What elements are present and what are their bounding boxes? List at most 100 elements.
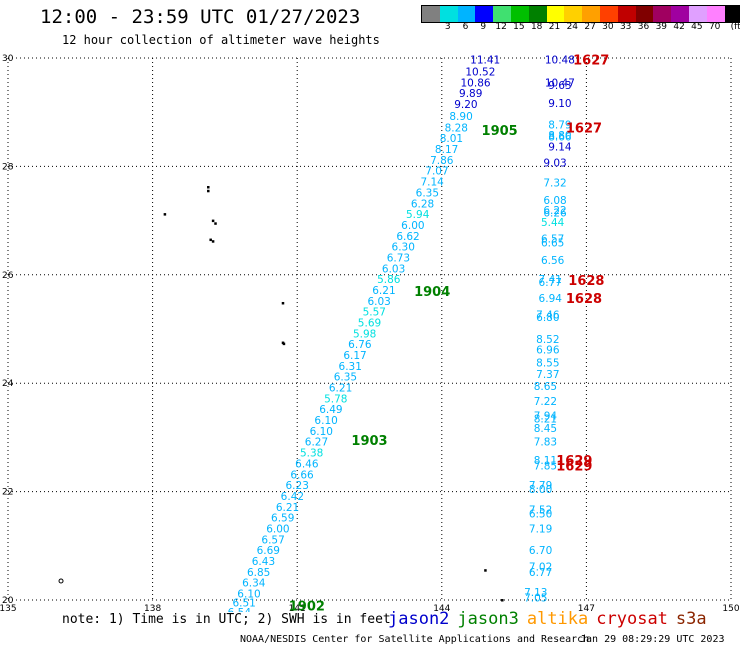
wave-height-value: 10.47 <box>545 77 575 89</box>
land-mark <box>163 213 167 216</box>
wave-height-value: 8.28 <box>445 122 468 134</box>
land-mark <box>282 342 286 346</box>
wave-height-value: 6.69 <box>257 545 280 557</box>
color-swatch <box>599 6 618 22</box>
wave-height-value: 6.43 <box>252 556 275 568</box>
color-swatch <box>439 6 458 22</box>
wave-height-value: 6.21 <box>329 383 352 395</box>
wave-height-value: 9.89 <box>459 88 482 100</box>
satellite-legend: jason2 jason3 altika cryosat s3a <box>388 609 715 629</box>
pass-time-label: 1905 <box>482 124 518 139</box>
wave-height-value: 6.31 <box>339 361 362 373</box>
wave-height-value: 9.03 <box>543 158 566 170</box>
wave-height-value: 10.86 <box>461 77 491 89</box>
pass-time-label: 1904 <box>414 285 450 300</box>
color-scale-tick: 24 <box>566 22 579 32</box>
credit-line: NOAA/NESDIS Center for Satellite Applica… <box>240 634 590 645</box>
land-mark <box>211 219 215 223</box>
color-swatch <box>706 6 725 22</box>
color-scale-tick: 42 <box>673 22 685 32</box>
x-tick-label: 147 <box>578 604 595 612</box>
color-swatch <box>493 6 511 22</box>
color-scale-tick: 3 <box>444 22 451 32</box>
y-tick-label: 28 <box>2 162 14 172</box>
land-mark <box>281 301 285 305</box>
wave-height-value: 6.54 <box>228 607 252 612</box>
land-mark <box>207 189 210 193</box>
wave-height-value: 6.10 <box>314 415 337 427</box>
wave-height-value: 8.66 <box>548 132 572 144</box>
wave-height-value: 6.49 <box>319 404 342 416</box>
land-mark <box>501 599 504 602</box>
wave-height-value: 7.13 <box>524 587 547 599</box>
x-tick-label: 135 <box>0 604 17 612</box>
legend-item: cryosat <box>596 609 668 629</box>
island-mark <box>58 578 64 584</box>
wave-height-value: 6.22 <box>543 205 566 217</box>
color-swatch <box>635 6 654 22</box>
wave-height-value: 7.85 <box>534 461 557 473</box>
legend-item: s3a <box>675 609 707 629</box>
land-mark <box>211 240 215 243</box>
pass-time-label: 1627 <box>573 54 609 69</box>
x-tick-label: 141 <box>289 604 306 612</box>
wave-height-value: 10.48 <box>545 55 575 67</box>
wave-height-value: 6.34 <box>242 578 266 590</box>
wave-height-value: 6.35 <box>334 372 357 384</box>
wave-height-map: 135 138 141 144 147 150 20 22 24 26 28 30 11.4110.52… <box>0 54 740 612</box>
wave-height-value: 6.03 <box>367 296 390 308</box>
wave-height-value: 8.52 <box>536 334 559 346</box>
wave-height-value: 6.50 <box>529 508 552 520</box>
pass-time-label: 1628 <box>568 274 604 289</box>
color-swatch <box>546 6 565 22</box>
wave-height-value: 9.10 <box>548 98 571 110</box>
wave-height-value: 8.65 <box>534 381 557 393</box>
pass-time-label: 1628 <box>566 292 602 307</box>
wave-height-value: 9.20 <box>454 99 477 111</box>
wave-height-value: 5.78 <box>324 393 347 405</box>
wave-height-value: 6.10 <box>310 426 333 438</box>
wave-height-value: 6.30 <box>392 242 415 254</box>
wave-height-value: 6.96 <box>536 345 560 357</box>
wave-height-value: 6.00 <box>266 523 289 535</box>
wave-height-value: 5.44 <box>541 217 565 229</box>
wave-height-value: 6.62 <box>396 231 419 243</box>
wave-height-value: 7.32 <box>543 178 566 190</box>
wave-height-value: 6.51 <box>232 598 255 610</box>
color-scale-bar <box>421 5 740 23</box>
wave-height-value: 7.46 <box>536 309 560 321</box>
wave-height-value: 6.21 <box>276 502 299 514</box>
legend-item: jason2 <box>388 609 450 629</box>
wave-height-value: 6.76 <box>348 339 372 351</box>
wave-height-value: 8.90 <box>449 111 472 123</box>
generated-timestamp: Jan 29 08:29:29 UTC 2023 <box>580 634 725 645</box>
wave-height-value: 6.21 <box>372 285 395 297</box>
wave-height-value: 6.57 <box>541 233 564 245</box>
wave-height-value: 8.01 <box>440 133 463 145</box>
color-scale-tick: 33 <box>619 22 632 32</box>
y-tick-label: 30 <box>2 54 14 64</box>
wave-height-value: 10.52 <box>465 67 495 79</box>
color-scale-tick: 6 <box>462 22 469 32</box>
wave-height-value: 6.46 <box>295 458 319 470</box>
pass-time-label: 1629 <box>556 454 592 469</box>
color-scale-tick: 70 <box>708 22 721 32</box>
wave-height-value: 6.28 <box>411 198 434 210</box>
wave-height-value: 6.08 <box>543 195 566 207</box>
y-tick-label: 20 <box>2 596 14 606</box>
pass-time-label: 1629 <box>556 460 592 475</box>
color-scale-tick: 30 <box>602 22 614 32</box>
color-scale-tick: 45 <box>691 22 703 32</box>
wave-height-value: 6.94 <box>539 293 563 305</box>
wave-height-value: 6.42 <box>281 491 304 503</box>
color-swatch <box>724 6 740 22</box>
wave-height-value: 7.19 <box>529 523 552 535</box>
color-swatch <box>617 6 636 22</box>
wave-height-value: 8.55 <box>536 358 559 370</box>
wave-height-value: 6.70 <box>529 545 552 557</box>
wave-height-value: 7.07 <box>425 166 448 178</box>
wave-height-value: 6.35 <box>416 187 439 199</box>
color-swatch <box>653 6 672 22</box>
wave-height-value: 8.80 <box>548 130 571 142</box>
